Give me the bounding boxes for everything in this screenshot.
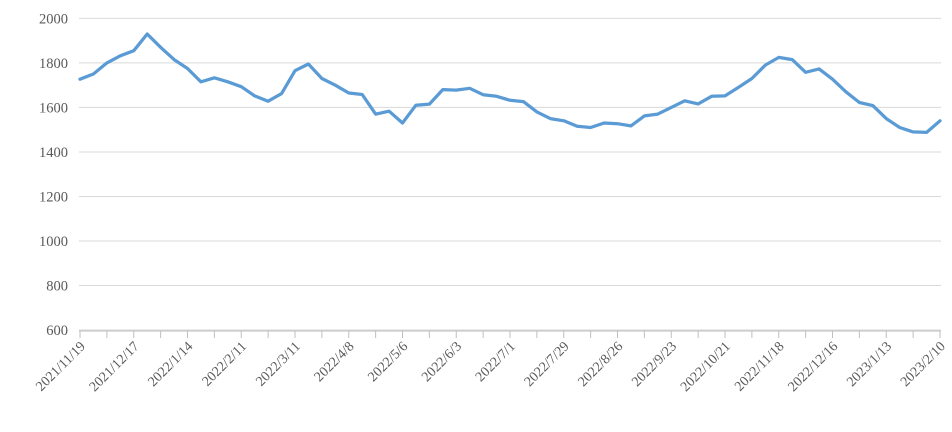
y-axis-tick-labels: 600 800 1000 1200 1400 1600 1800 2000 [39, 11, 68, 339]
x-axis-tick-label: 2022/8/26 [576, 339, 627, 390]
series-group [78, 32, 942, 135]
y-axis-tick-label: 1400 [39, 145, 68, 161]
x-axis-tick-label: 2022/4/8 [312, 339, 358, 385]
x-axis-tick-label: 2021/11/19 [33, 339, 88, 394]
y-axis-tick-label: 800 [46, 278, 68, 294]
x-axis-tick-label: 2022/12/16 [786, 339, 842, 395]
y-axis-tick-label: 600 [46, 323, 68, 339]
y-axis-tick-label: 1200 [39, 189, 68, 205]
x-axis-tick-label: 2023/2/10 [898, 339, 949, 390]
x-axis-tick-label: 2022/2/11 [200, 339, 250, 389]
y-axis-tick-label: 2000 [39, 11, 68, 27]
x-axis-tick-label: 2022/10/21 [678, 339, 734, 395]
x-axis-tick-label: 2021/12/17 [87, 339, 143, 395]
gridlines [79, 17, 941, 331]
x-axis-tick-label: 2022/3/11 [253, 339, 303, 389]
y-axis-tick-label: 1800 [39, 56, 68, 72]
y-axis-tick-label: 1000 [39, 234, 68, 250]
x-axis [79, 330, 941, 338]
x-axis-tick-label: 2023/1/13 [844, 339, 895, 390]
x-axis-tick-label: 2022/7/29 [522, 339, 573, 390]
y-axis-tick-label: 1600 [39, 100, 68, 116]
x-axis-tick-label: 2022/5/6 [366, 339, 412, 385]
x-axis-tick-label: 2022/1/14 [146, 339, 197, 390]
x-axis-tick-label: 2022/9/23 [629, 339, 680, 390]
x-axis-tick-label: 2022/6/3 [419, 339, 465, 385]
x-axis-tick-label: 2022/11/18 [732, 339, 787, 394]
x-axis-tick-label: 2022/7/1 [473, 339, 519, 385]
series-line [78, 32, 942, 135]
